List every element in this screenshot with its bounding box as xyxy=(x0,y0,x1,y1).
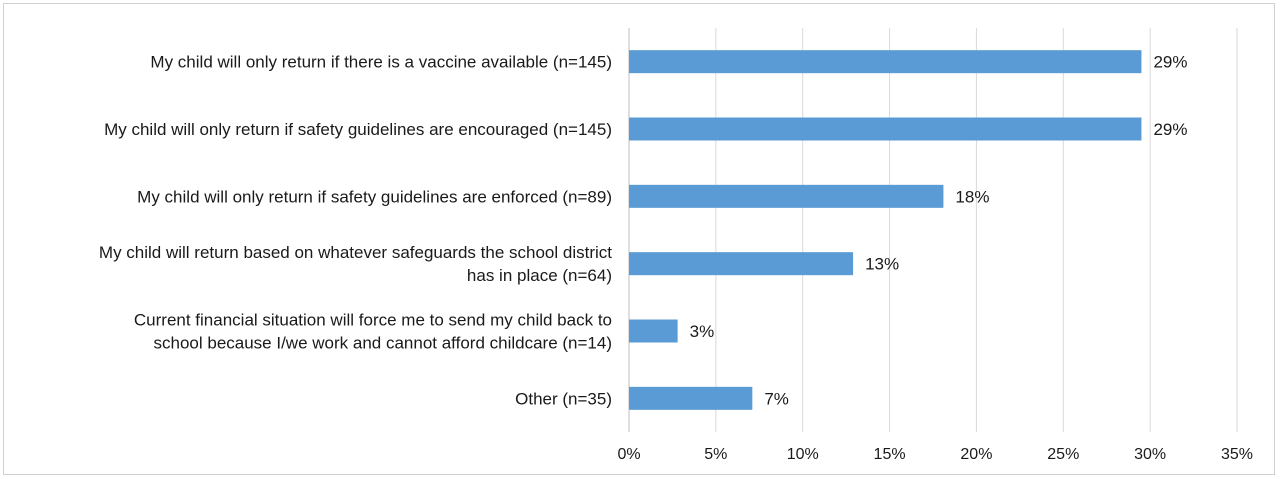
category-label: Current financial situation will force m… xyxy=(134,311,612,330)
data-label: 18% xyxy=(955,187,989,206)
gridlines xyxy=(628,28,1238,432)
data-label: 7% xyxy=(764,389,789,408)
bars xyxy=(629,50,1142,410)
data-labels: 29% 29% 18% 13% 3% 7% xyxy=(690,53,1188,409)
category-label: My child will only return if safety guid… xyxy=(137,187,612,206)
data-label: 13% xyxy=(865,255,899,274)
x-tick-label: 35% xyxy=(1221,446,1253,463)
data-label: 29% xyxy=(1153,53,1187,72)
x-tick-label: 5% xyxy=(704,446,727,463)
bar-2 xyxy=(629,184,944,208)
category-label: has in place (n=64) xyxy=(467,266,612,285)
bar-4 xyxy=(629,319,678,343)
category-label: Other (n=35) xyxy=(515,389,612,408)
bar-0 xyxy=(629,50,1142,74)
category-label: My child will only return if there is a … xyxy=(150,53,612,72)
category-labels: My child will only return if there is a … xyxy=(99,53,612,409)
category-label: My child will only return if safety guid… xyxy=(104,120,612,139)
x-tick-label: 0% xyxy=(617,446,640,463)
bar-3 xyxy=(629,252,854,276)
bar-1 xyxy=(629,117,1142,141)
data-label: 3% xyxy=(690,322,715,341)
bar-5 xyxy=(629,386,753,410)
data-label: 29% xyxy=(1153,120,1187,139)
category-label: school because I/we work and cannot affo… xyxy=(154,334,613,353)
category-label: My child will return based on whatever s… xyxy=(99,243,612,262)
x-tick-label: 25% xyxy=(1047,446,1079,463)
x-tick-label: 15% xyxy=(874,446,906,463)
x-tick-label: 20% xyxy=(960,446,992,463)
x-tick-label: 10% xyxy=(787,446,819,463)
x-tick-label: 30% xyxy=(1134,446,1166,463)
x-axis-tick-labels: 0% 5% 10% 15% 20% 25% 30% 35% xyxy=(617,446,1253,463)
